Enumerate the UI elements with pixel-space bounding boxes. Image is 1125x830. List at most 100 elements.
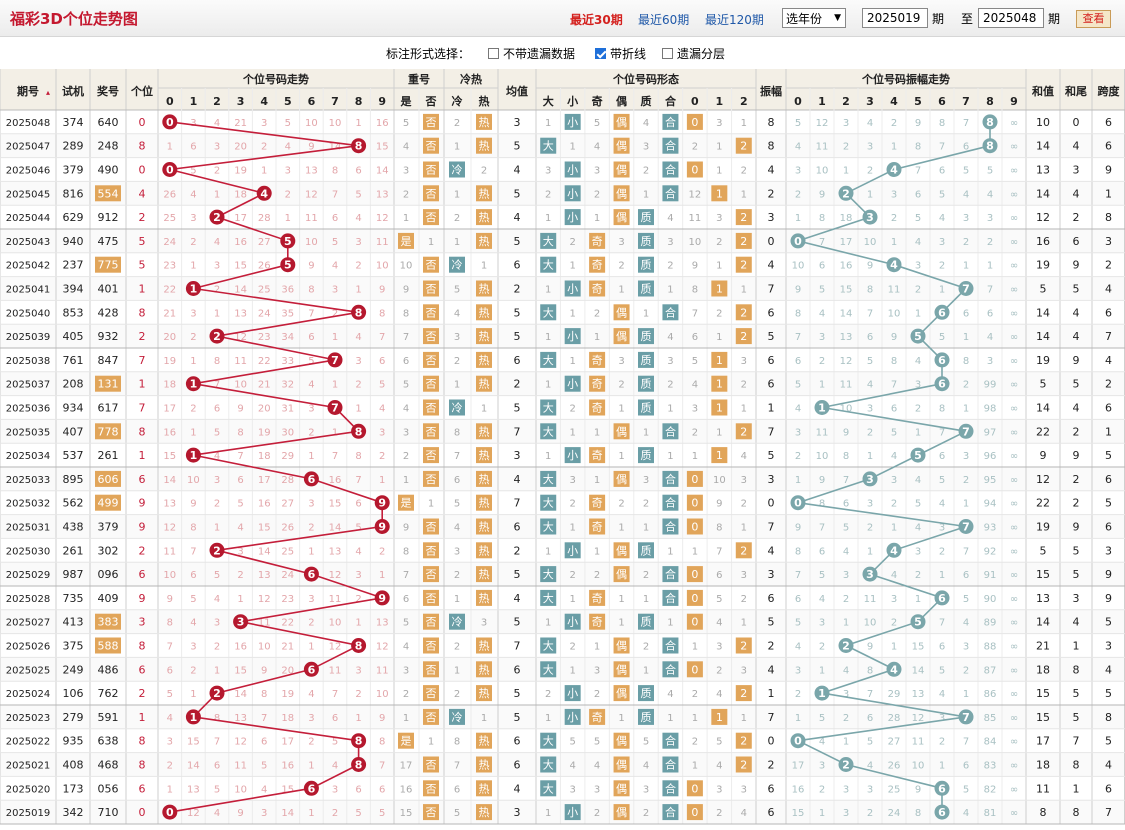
avg-cell: 7 (514, 497, 521, 510)
shape-cell: 1 (667, 618, 673, 629)
remainder-cell: 4 (716, 689, 722, 700)
option-omission-layers[interactable]: 遗漏分层 (662, 45, 725, 62)
trend-omission: 12 (329, 642, 342, 653)
header-shape: 偶 (616, 94, 627, 108)
year-select[interactable]: 选年份 ▼ (782, 8, 846, 28)
amp-omission: 8 (963, 356, 969, 367)
trend-ball-label: 1 (190, 711, 198, 724)
option-no-omission[interactable]: 不带遗漏数据 (488, 45, 575, 62)
amp-omission: 2 (843, 142, 849, 153)
amp-cell: 0 (768, 735, 775, 748)
trend-omission: 1 (190, 261, 196, 272)
trial-cell: 940 (63, 235, 84, 248)
hot-cell: 热 (479, 568, 490, 581)
period-cell: 2025020 (6, 784, 51, 795)
repeat-no: 1 (428, 499, 434, 510)
amp-omission: 3 (963, 451, 969, 462)
remainder-cell: 3 (716, 784, 722, 795)
amp-omission: ∞ (1010, 237, 1018, 248)
amp-ball (862, 471, 878, 487)
trend-omission: 21 (258, 380, 271, 391)
row-stripe (0, 609, 1125, 634)
amp-omission: 5 (987, 166, 993, 177)
range-recent-60[interactable]: 最近60期 (638, 13, 690, 27)
shape-cell: 4 (569, 761, 575, 772)
avg-cell: 2 (514, 378, 521, 391)
avg-cell: 6 (514, 259, 521, 272)
trend-omission: 3 (214, 261, 220, 272)
remainder-tag (735, 423, 752, 440)
repeat-yes: 是 (401, 497, 412, 510)
shape-cell-tag (564, 708, 581, 725)
trend-omission: 25 (258, 285, 271, 296)
repeat-no-tag (423, 185, 439, 202)
repeat-yes: 9 (403, 523, 409, 534)
trial-cell: 438 (63, 521, 84, 534)
shape-cell: 奇 (592, 402, 603, 415)
trend-omission: 22 (163, 285, 176, 296)
checkbox[interactable] (595, 48, 606, 59)
amp-omission: 97 (984, 427, 997, 438)
trend-omission: 1 (355, 285, 361, 296)
amp-omission: 99 (984, 380, 997, 391)
amp-omission: 4 (963, 618, 969, 629)
avg-cell: 5 (514, 140, 521, 153)
header-cold: 冷 (452, 94, 463, 108)
sum-cell: 16 (1036, 235, 1050, 248)
trial-cell: 853 (63, 306, 84, 319)
amp-omission: ∞ (1010, 808, 1018, 819)
span-cell: 5 (1105, 687, 1112, 700)
shape-cell: 合 (665, 305, 676, 319)
avg-cell: 3 (514, 116, 521, 129)
period-cell: 2025021 (6, 761, 51, 772)
amp-omission: 16 (840, 261, 853, 272)
amp-omission: 93 (984, 523, 997, 534)
period-to-input[interactable]: 2025048 (978, 8, 1044, 28)
shape-cell-tag (662, 780, 679, 797)
avg-cell: 2 (514, 283, 521, 296)
span-cell: 5 (1105, 497, 1112, 510)
trend-omission: 5 (190, 166, 196, 177)
trend-omission: 13 (234, 308, 247, 319)
remainder-cell: 4 (692, 380, 698, 391)
header-background (0, 69, 1125, 110)
trend-omission: 3 (332, 285, 338, 296)
prize-cell: 588 (98, 640, 119, 653)
amp-omission: 3 (867, 784, 873, 795)
period-from-input[interactable]: 2025019 (862, 8, 928, 28)
amp-omission: 3 (819, 761, 825, 772)
shape-cell: 质 (641, 378, 652, 391)
amp-omission: 1 (891, 642, 897, 653)
amp-omission: 3 (867, 499, 873, 510)
trend-omission: 2 (214, 166, 220, 177)
trend-omission: 2 (190, 665, 196, 676)
remainder-cell: 9 (716, 499, 722, 510)
checkbox[interactable] (662, 48, 673, 59)
trend-omission: 8 (332, 166, 338, 177)
shape-cell-tag (638, 613, 654, 630)
checkbox[interactable] (488, 48, 499, 59)
amp-omission: 1 (819, 808, 825, 819)
shape-cell: 4 (594, 761, 600, 772)
sum-cell: 14 (1036, 616, 1050, 629)
trial-cell: 279 (63, 711, 84, 724)
options-label: 标注形式选择： (386, 47, 471, 61)
trend-ball-label: 7 (331, 402, 339, 415)
period-cell: 2025033 (6, 475, 51, 486)
amp-ball (958, 423, 974, 439)
range-recent-30[interactable]: 最近30期 (570, 13, 623, 27)
view-button[interactable]: 查看 (1076, 10, 1111, 28)
shape-cell-tag (638, 351, 654, 368)
trend-omission: 3 (190, 642, 196, 653)
trend-omission: 5 (379, 380, 385, 391)
shape-cell: 奇 (592, 616, 603, 629)
amp-cell: 3 (768, 473, 775, 486)
shape-cell: 3 (594, 665, 600, 676)
shape-cell-tag (662, 304, 679, 321)
prize-cell: 847 (98, 354, 119, 367)
range-recent-120[interactable]: 最近120期 (705, 13, 764, 27)
option-with-polyline[interactable]: 带折线 (595, 45, 646, 62)
repeat-no: 否 (426, 806, 437, 819)
hot-cell-tag (476, 209, 492, 226)
hot-cell-tag (476, 328, 492, 345)
